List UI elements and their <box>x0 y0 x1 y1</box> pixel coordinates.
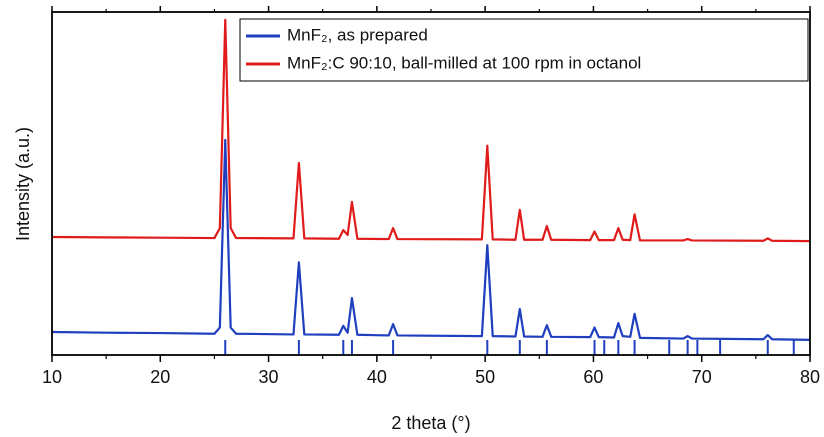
x-tick-label: 40 <box>367 367 387 387</box>
x-tick-label: 70 <box>692 367 712 387</box>
x-axis-label: 2 theta (°) <box>391 413 470 433</box>
x-tick-label: 20 <box>150 367 170 387</box>
legend: MnF₂, as prepared MnF₂:C 90:10, ball-mill… <box>239 18 809 82</box>
x-tick-label: 60 <box>583 367 603 387</box>
x-tick-label: 30 <box>259 367 279 387</box>
legend-box <box>239 18 809 82</box>
legend-label: MnF₂:C 90:10, ball-milled at 100 rpm in … <box>287 53 641 72</box>
data-line <box>51 138 811 342</box>
x-tick-label: 80 <box>800 367 820 387</box>
x-tick-label: 10 <box>42 367 62 387</box>
data-line <box>51 18 811 243</box>
y-axis-label: Intensity (a.u.) <box>13 127 33 241</box>
x-tick-label: 50 <box>475 367 495 387</box>
legend-label: MnF₂, as prepared <box>287 25 428 44</box>
